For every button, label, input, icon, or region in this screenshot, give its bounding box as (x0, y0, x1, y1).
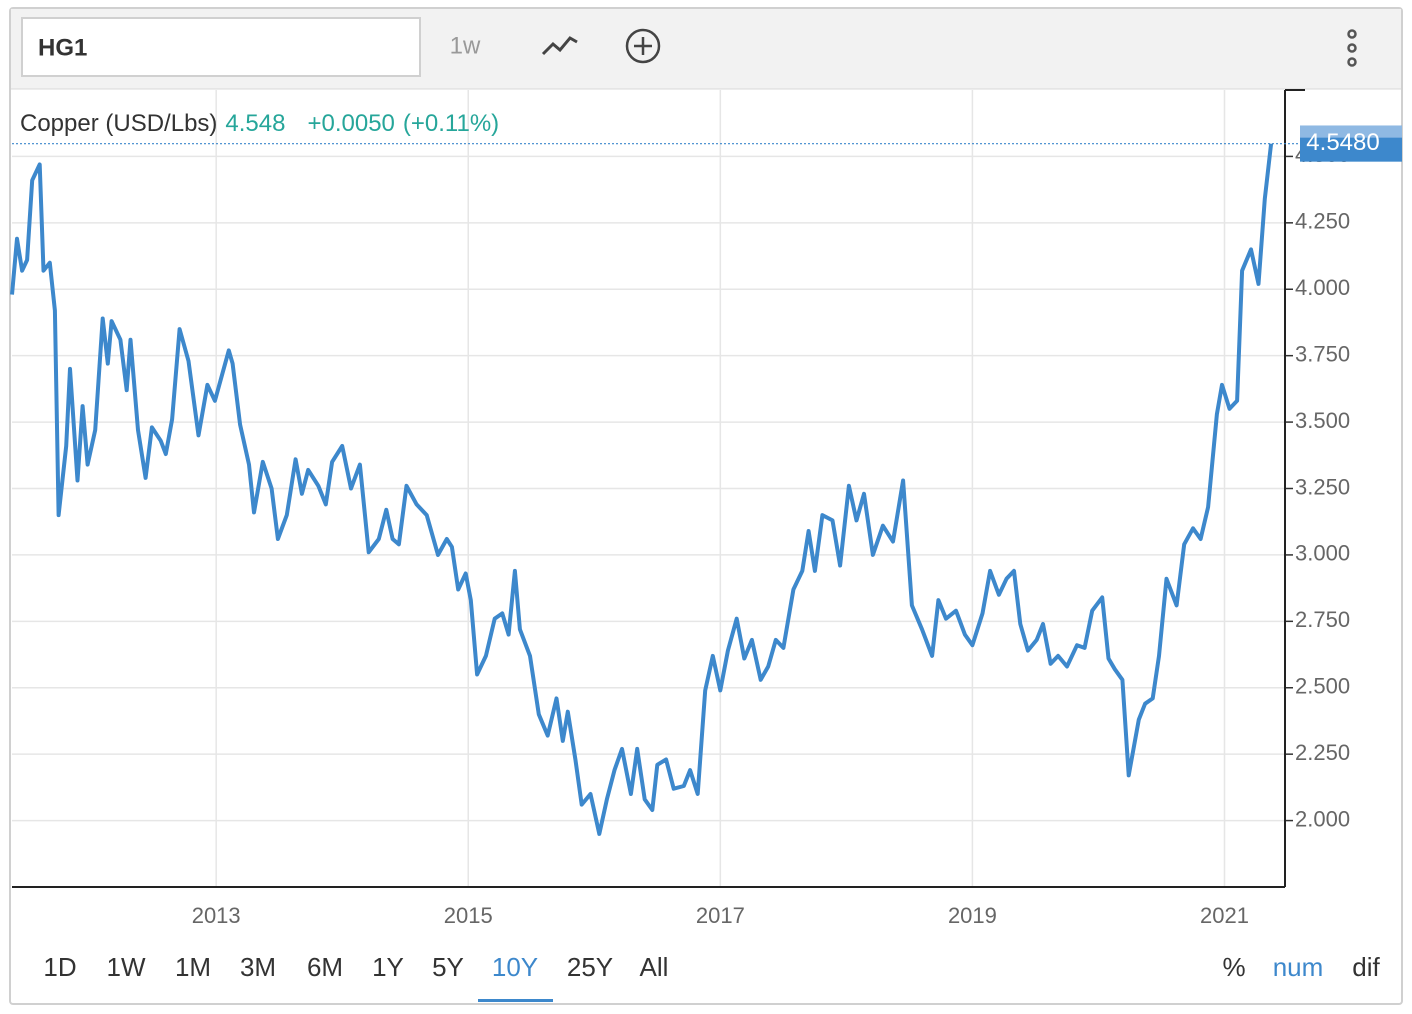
range-underline (478, 999, 553, 1002)
y-tick-label: 4.250 (1295, 209, 1350, 234)
x-tick-label: 2017 (696, 903, 745, 928)
last-price-label: 4.5480 (1306, 129, 1379, 156)
y-tick-label: 2.500 (1295, 674, 1350, 699)
mode-button[interactable]: num (1273, 952, 1324, 982)
y-tick-label: 3.750 (1295, 341, 1350, 366)
legend-part: 4.548 (225, 110, 285, 137)
frame (9, 7, 1403, 1005)
range-button[interactable]: 6M (307, 952, 343, 982)
range-button[interactable]: 5Y (432, 952, 464, 982)
range-button[interactable]: 10Y (492, 952, 538, 982)
symbol-box[interactable] (21, 17, 421, 77)
y-tick-label: 2.750 (1295, 607, 1350, 632)
interval[interactable]: 1w (450, 32, 481, 59)
x-tick-label: 2021 (1200, 903, 1249, 928)
mode-button[interactable]: % (1222, 952, 1245, 982)
range-button[interactable]: 1D (43, 952, 76, 982)
y-tick-label: 2.000 (1295, 806, 1350, 831)
add-icon-plus (634, 37, 652, 55)
legend-part: Copper (USD/Lbs) (20, 110, 217, 137)
x-tick-label: 2015 (444, 903, 493, 928)
y-tick-label: 3.250 (1295, 474, 1350, 499)
range-button[interactable]: All (640, 952, 669, 982)
y-tick-label: 2.250 (1295, 740, 1350, 765)
y-tick-label: 4.000 (1295, 275, 1350, 300)
x-tick-label: 2019 (948, 903, 997, 928)
legend: Copper (USD/Lbs) 4.548 +0.0050 (+0.11%) (20, 110, 499, 137)
range-button[interactable]: 1Y (372, 952, 404, 982)
range-button[interactable]: 1M (175, 952, 211, 982)
menu-icon[interactable] (1347, 29, 1357, 67)
range-button[interactable]: 1W (107, 952, 146, 982)
price-line (10, 143, 1274, 836)
y-tick-label: 3.000 (1295, 541, 1350, 566)
symbol[interactable]: HG1 (38, 34, 87, 61)
y-tick-label: 3.500 (1295, 408, 1350, 433)
add-icon[interactable] (625, 28, 661, 64)
chart-type-icon[interactable] (541, 36, 578, 56)
last-price-tag-top (1300, 125, 1402, 138)
x-tick-label: 2013 (192, 903, 241, 928)
legend-part: (+0.11%) (403, 110, 499, 137)
range-button[interactable]: 3M (240, 952, 276, 982)
mode-button[interactable]: dif (1352, 952, 1380, 982)
legend-part: +0.0050 (307, 110, 394, 137)
range-button[interactable]: 25Y (567, 952, 613, 982)
